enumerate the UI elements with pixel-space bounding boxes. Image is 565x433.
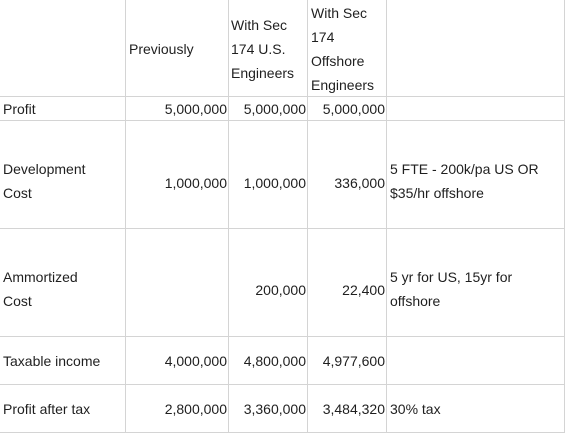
row-label-profit[interactable]: Profit — [3, 101, 36, 117]
cell-development-offshore[interactable]: 336,000 — [334, 175, 385, 191]
header-previously[interactable]: Previously — [129, 41, 194, 57]
column-divider — [125, 0, 126, 433]
note-development-line-1[interactable]: 5 FTE - 200k/pa US OR — [390, 161, 539, 177]
column-divider — [307, 0, 308, 433]
cell-development-us[interactable]: 1,000,000 — [243, 175, 306, 191]
row-divider — [0, 228, 565, 229]
row-label-development-line-1[interactable]: Development — [3, 161, 86, 177]
cell-after-tax-us[interactable]: 3,360,000 — [243, 401, 306, 417]
row-label-development-line-2[interactable]: Cost — [3, 185, 32, 201]
row-divider — [0, 96, 565, 97]
header-offshore-line-2[interactable]: 174 — [311, 29, 335, 45]
header-offshore-line-4[interactable]: Engineers — [311, 77, 375, 93]
cell-profit-offshore[interactable]: 5,000,000 — [322, 101, 385, 117]
cell-after-tax-previously[interactable]: 2,800,000 — [164, 401, 227, 417]
row-label-amortized-line-2[interactable]: Cost — [3, 293, 32, 309]
header-us-line-2[interactable]: 174 U.S. — [231, 41, 286, 57]
header-us-line-1[interactable]: With Sec — [231, 17, 288, 33]
note-after-tax[interactable]: 30% tax — [390, 401, 441, 417]
header-offshore-line-1[interactable]: With Sec — [311, 5, 368, 21]
cell-taxable-offshore[interactable]: 4,977,600 — [322, 353, 385, 369]
row-divider — [0, 384, 565, 385]
cell-profit-us[interactable]: 5,000,000 — [243, 101, 306, 117]
cell-profit-previously[interactable]: 5,000,000 — [164, 101, 227, 117]
header-us-line-3[interactable]: Engineers — [231, 65, 295, 81]
cell-amortized-us[interactable]: 200,000 — [255, 282, 306, 298]
row-label-amortized-line-1[interactable]: Ammortized — [3, 269, 78, 285]
note-amortized-line-2[interactable]: offshore — [390, 293, 441, 309]
cell-development-previously[interactable]: 1,000,000 — [164, 175, 227, 191]
cell-taxable-previously[interactable]: 4,000,000 — [164, 353, 227, 369]
row-label-profit-after-tax[interactable]: Profit after tax — [3, 401, 91, 417]
cell-amortized-offshore[interactable]: 22,400 — [342, 282, 385, 298]
column-divider — [228, 0, 229, 433]
header-offshore-line-3[interactable]: Offshore — [311, 53, 365, 69]
column-divider — [386, 0, 387, 433]
row-divider — [0, 336, 565, 337]
row-divider — [0, 120, 565, 121]
row-label-taxable-income[interactable]: Taxable income — [3, 353, 101, 369]
note-amortized-line-1[interactable]: 5 yr for US, 15yr for — [390, 269, 513, 285]
note-development-line-2[interactable]: $35/hr offshore — [390, 185, 484, 201]
cell-taxable-us[interactable]: 4,800,000 — [243, 353, 306, 369]
cell-after-tax-offshore[interactable]: 3,484,320 — [322, 401, 385, 417]
